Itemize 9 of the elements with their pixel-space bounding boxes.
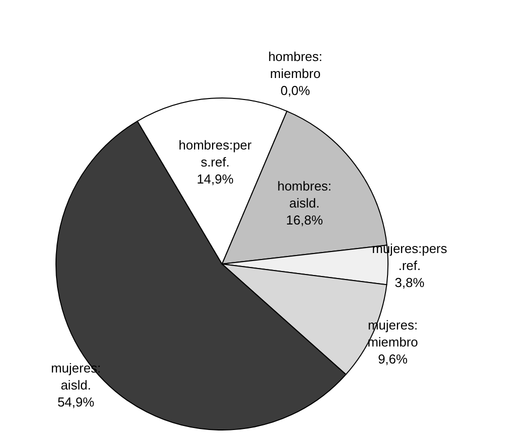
data-label: 16,8% [286,212,324,228]
category-label: hombres: miembro [268,49,322,81]
data-label: 3,8% [394,275,425,290]
data-label: 9,6% [378,352,408,367]
slice-label: hombres: aisld. [277,178,332,210]
data-label: 14,9% [196,171,234,186]
data-label: 54,9% [57,394,95,410]
slice-label: hombres:pers.ref. [178,137,252,170]
text: 0,0% [280,83,310,98]
